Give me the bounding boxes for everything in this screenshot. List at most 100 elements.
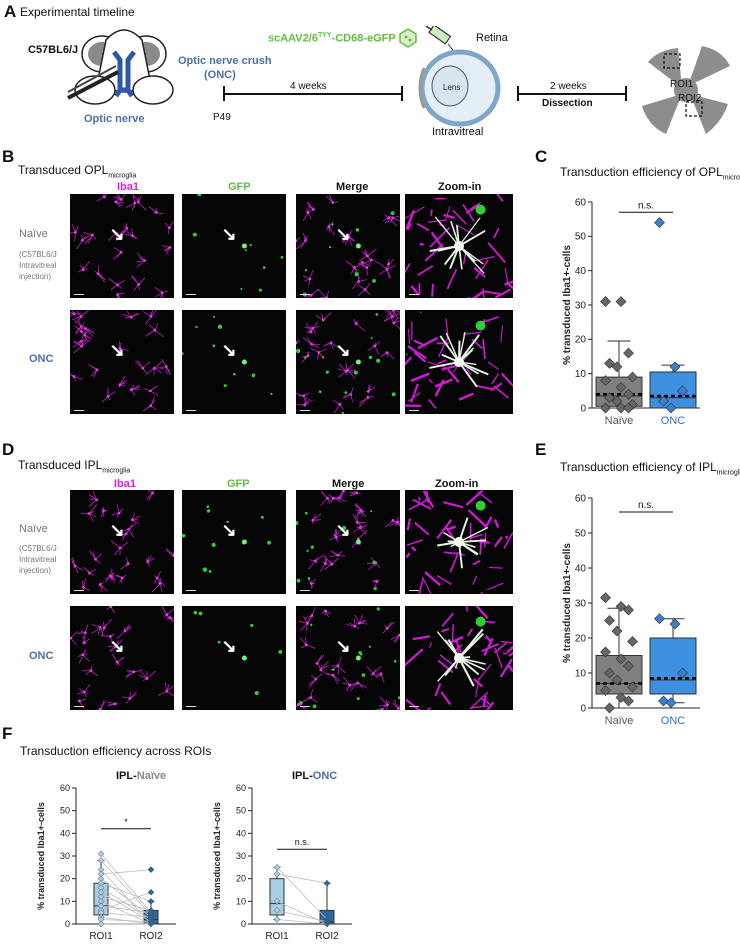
microglia-process [82, 578, 86, 588]
panel-d-title-main: Transduced IPL [18, 458, 103, 472]
eye-illustration: Lens [418, 49, 501, 127]
microglia-soma [98, 707, 102, 710]
microglia-process [465, 367, 472, 375]
grid-b-tile-onc-merge: ↘ [296, 310, 400, 414]
microglia-soma [131, 234, 135, 238]
chart-c: 0 10 20 30 40 50 60 % transduced Iba1+-cells Naï… [562, 197, 700, 427]
y-tick-label: 0 [241, 919, 246, 929]
microglia-process [312, 513, 322, 521]
data-point [147, 866, 155, 873]
microglia-soma [158, 581, 162, 585]
gfp-puncta [198, 611, 203, 616]
y-tick-label: 10 [575, 369, 587, 380]
microglia-process [443, 213, 455, 220]
microglia-soma [310, 614, 314, 618]
micrograph-svg [193, 610, 283, 696]
microglia-soma [385, 268, 389, 271]
microglia-soma [129, 388, 133, 392]
microglia-process [466, 606, 468, 612]
microglia-process [116, 504, 120, 514]
onc-label-line1: Optic nerve crush [178, 55, 272, 67]
data-point [615, 653, 627, 665]
y-tick-label: 20 [575, 335, 587, 346]
gfp-puncta [356, 697, 360, 701]
microglia-process [344, 236, 350, 245]
gfp-puncta [206, 505, 210, 509]
microglia-process [493, 536, 503, 548]
chart-e: 0 10 20 30 40 50 60 % transduced Iba1+-cells Naï… [562, 493, 700, 727]
microglia-process [405, 263, 411, 274]
virus-icon [399, 28, 417, 48]
microglia-process [364, 282, 371, 290]
panel-b-col-merge: Merge [336, 181, 369, 193]
transduced-process [458, 334, 480, 363]
microglia-process [506, 645, 513, 654]
microglia-soma [143, 259, 146, 262]
grid-b-tile-naive-merge: ↘ [296, 194, 400, 298]
microglia-soma [149, 315, 153, 318]
gfp-puncta [296, 348, 301, 354]
microglia-process [103, 194, 105, 197]
y-tick-label: 30 [575, 300, 587, 311]
microglia-soma [95, 368, 99, 372]
y-tick-label: 40 [236, 828, 246, 838]
microglia-process [357, 284, 366, 290]
panel-d-row-naive-note1: (C57BL6/J [19, 544, 57, 553]
y-tick-label: 60 [236, 783, 246, 793]
microglia-soma [398, 633, 400, 637]
micrograph-svg [405, 606, 513, 710]
scale-bar [409, 294, 419, 295]
microglia-process [74, 320, 82, 327]
microglia-soma [392, 321, 396, 325]
microglia-process [311, 606, 316, 616]
microglia-process [328, 226, 336, 236]
microglia-process [421, 576, 432, 594]
data-point [147, 888, 155, 896]
microglia-process [441, 628, 450, 633]
microglia-soma [344, 369, 348, 373]
scale-bar [74, 410, 84, 411]
data-point [623, 402, 634, 414]
y-tick-label: 40 [575, 266, 587, 277]
y-axis-label: % transduced Iba1+-cells [562, 245, 573, 365]
vector-suffix: -CD68-eGFP [331, 32, 396, 45]
microglia-process [322, 312, 332, 321]
microglia-process [359, 614, 364, 624]
data-point [669, 618, 681, 630]
microglia-process [298, 620, 308, 624]
microglia-soma [353, 624, 357, 628]
microglia-process [80, 310, 90, 317]
microglia-process [148, 206, 157, 213]
x-category-label: Naïve [605, 715, 634, 727]
microglia-process [82, 234, 91, 241]
microglia-process [508, 651, 513, 657]
panel-a-letter: A [4, 2, 17, 21]
microglia-process [145, 316, 152, 325]
paired-line [100, 891, 152, 911]
microglia-process [330, 342, 341, 350]
gfp-puncta [304, 356, 307, 359]
microglia-process [309, 269, 314, 280]
microglia-process [486, 582, 504, 591]
panel-b-row-naive-note3: injection) [19, 272, 52, 281]
chart-f-left: 0 10 20 30 40 50 60 % transduced Iba1+-cells ROI… [36, 783, 176, 942]
microglia-process [146, 670, 156, 679]
microglia-soma [354, 322, 358, 326]
microglia-process [88, 513, 94, 522]
paired-line [100, 860, 152, 916]
panel-b-row-naive-note2: Intravitreal [19, 261, 57, 270]
panel-e-title-main: Transduction efficiency of IPL [560, 460, 717, 474]
microglia-soma [81, 585, 85, 589]
gfp-cell [355, 539, 361, 545]
microglia-process [431, 283, 434, 297]
microglia-soma [70, 636, 73, 640]
white-arrow-icon: ↘ [221, 224, 237, 245]
microglia-soma [136, 200, 140, 204]
paired-line [100, 900, 152, 925]
gfp-puncta [299, 701, 303, 705]
gfp-puncta [370, 510, 373, 513]
microglia-process [439, 654, 459, 670]
microglia-process [90, 670, 98, 677]
microglia-process [428, 642, 433, 649]
gfp-puncta [251, 373, 256, 378]
